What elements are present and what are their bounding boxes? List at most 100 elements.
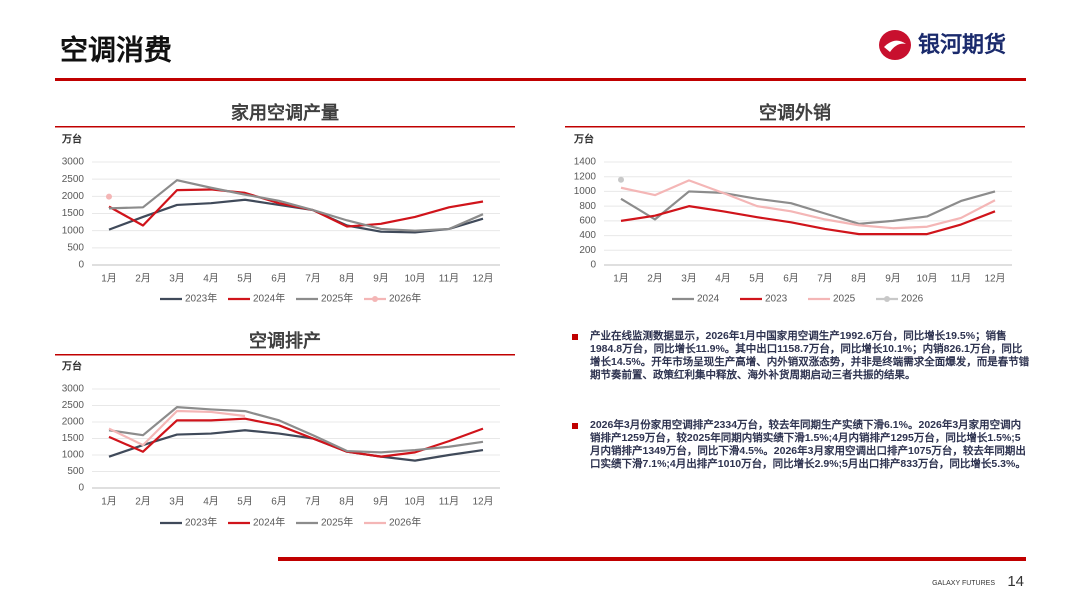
x-tick-label: 12月 (472, 496, 493, 508)
data-line (108, 406, 484, 454)
legend-dot (884, 296, 890, 302)
data-line (108, 188, 484, 228)
x-tick-label: 9月 (373, 496, 389, 508)
logo-text: 银河期货 (918, 32, 1006, 57)
x-tick-label: 6月 (271, 496, 287, 508)
x-tick-label: 3月 (681, 273, 697, 285)
y-tick-label: 500 (67, 466, 84, 477)
page-number: 14 (1007, 573, 1024, 590)
title-rule (55, 354, 515, 356)
y-tick-label: 200 (579, 245, 596, 256)
legend-label: 2025 (833, 294, 856, 305)
y-tick-label: 2000 (62, 191, 85, 202)
x-tick-label: 11月 (439, 273, 459, 285)
y-tick-label: 500 (67, 242, 84, 253)
bullet-marker (572, 334, 578, 340)
x-tick-label: 1月 (613, 273, 629, 285)
x-tick-label: 11月 (951, 273, 971, 285)
legend-label: 2023 (765, 294, 788, 305)
y-axis-label: 万台 (573, 133, 594, 146)
legend-label: 2025年 (321, 292, 353, 305)
x-tick-label: 4月 (203, 496, 219, 508)
x-tick-label: 9月 (373, 273, 389, 285)
x-tick-label: 3月 (169, 496, 185, 508)
bullet-text: 2026年3月份家用空调排产2334万台，较去年同期生产实绩下滑6.1%。202… (590, 419, 1026, 470)
footer-rule (278, 557, 1026, 561)
legend-label: 2024年 (253, 516, 285, 529)
x-tick-label: 5月 (237, 273, 253, 285)
x-tick-label: 8月 (851, 273, 867, 285)
y-tick-label: 1000 (574, 186, 597, 197)
bullet-marker (572, 423, 578, 429)
legend-label: 2025年 (321, 516, 353, 529)
x-tick-label: 5月 (749, 273, 765, 285)
bullet-text: 产业在线监测数据显示，2026年1月中国家用空调生产1992.6万台，同比增长1… (590, 330, 1030, 381)
x-tick-label: 10月 (916, 273, 937, 285)
chart-title: 空调外销 (759, 102, 831, 123)
x-tick-label: 9月 (885, 273, 901, 285)
x-tick-label: 12月 (984, 273, 1005, 285)
y-tick-label: 1500 (62, 208, 85, 219)
header-rule (55, 78, 1026, 81)
y-tick-label: 0 (590, 260, 596, 271)
legend-label: 2026年 (389, 292, 421, 305)
x-tick-label: 1月 (101, 273, 117, 285)
data-line (108, 429, 484, 462)
data-point (618, 176, 624, 183)
x-tick-label: 6月 (783, 273, 799, 285)
y-tick-label: 600 (579, 215, 596, 226)
title-rule (55, 126, 515, 128)
y-tick-label: 2500 (62, 400, 85, 411)
data-line (108, 409, 246, 447)
y-tick-label: 3000 (62, 384, 85, 395)
slide-title: 空调消费 (60, 33, 172, 65)
x-tick-label: 2月 (135, 273, 151, 285)
footer-brand: GALAXY FUTURES (932, 580, 995, 587)
x-tick-label: 4月 (203, 273, 219, 285)
x-tick-label: 10月 (404, 496, 425, 508)
y-tick-label: 800 (579, 201, 596, 212)
title-rule (565, 126, 1025, 128)
logo-swoosh (884, 40, 906, 52)
x-tick-label: 2月 (647, 273, 663, 285)
chart-title: 家用空调产量 (231, 102, 339, 123)
data-line (108, 179, 484, 232)
legend-label: 2026年 (389, 516, 421, 529)
y-axis-label: 万台 (61, 133, 82, 146)
x-tick-label: 2月 (135, 496, 151, 508)
x-tick-label: 4月 (715, 273, 731, 285)
y-tick-label: 2000 (62, 417, 85, 428)
legend-label: 2023年 (185, 292, 217, 305)
x-tick-label: 12月 (472, 273, 493, 285)
data-line (620, 190, 996, 225)
y-tick-label: 1400 (574, 157, 597, 168)
y-tick-label: 3000 (62, 157, 85, 168)
legend-label: 2024年 (253, 292, 285, 305)
legend-label: 2024 (697, 294, 720, 305)
x-tick-label: 7月 (305, 496, 321, 508)
y-tick-label: 1000 (62, 225, 85, 236)
x-tick-label: 1月 (101, 496, 117, 508)
x-tick-label: 7月 (305, 273, 321, 285)
y-tick-label: 1500 (62, 433, 85, 444)
y-tick-label: 1000 (62, 450, 85, 461)
x-tick-label: 6月 (271, 273, 287, 285)
data-point (106, 193, 112, 200)
y-tick-label: 400 (579, 230, 596, 241)
x-tick-label: 3月 (169, 273, 185, 285)
legend-label: 2026 (901, 294, 924, 305)
x-tick-label: 11月 (439, 496, 459, 508)
data-line (620, 205, 996, 236)
y-axis-label: 万台 (61, 360, 82, 373)
x-tick-label: 8月 (339, 496, 355, 508)
y-tick-label: 2500 (62, 174, 85, 185)
x-tick-label: 10月 (404, 273, 425, 285)
chart-title: 空调排产 (249, 330, 321, 351)
x-tick-label: 8月 (339, 273, 355, 285)
legend-dot (372, 296, 378, 302)
y-tick-label: 0 (78, 483, 84, 494)
y-tick-label: 0 (78, 260, 84, 271)
legend-label: 2023年 (185, 516, 217, 529)
